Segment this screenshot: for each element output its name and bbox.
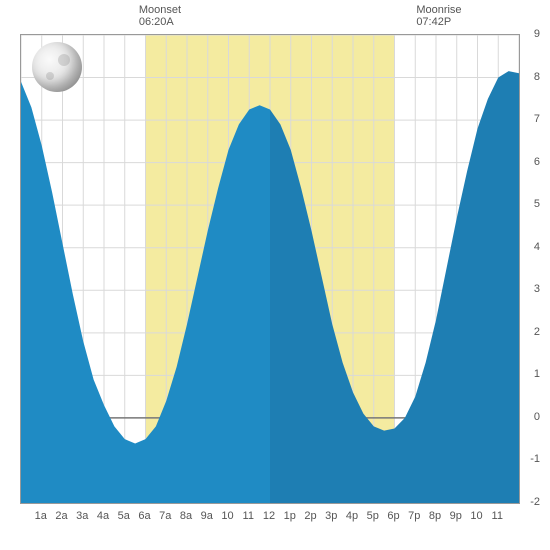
y-tick-label: -2 — [530, 496, 540, 508]
x-tick-label: 6p — [387, 510, 399, 522]
x-axis-labels: 1a 2a 3a 4a 5a 6a 7a 8a 9a 10 11 12 1p 2p 3p 4p 5p 6p 7p 8p… — [20, 510, 520, 530]
x-tick-label: 10 — [470, 510, 482, 522]
x-tick-label: 2a — [55, 510, 67, 522]
x-tick-label: 8a — [180, 510, 192, 522]
chart-svg — [21, 35, 519, 503]
y-tick-label: 3 — [534, 283, 540, 295]
moonset-title: Moonset — [139, 4, 181, 16]
x-tick-label: 11 — [243, 510, 254, 522]
moonrise-time: 07:42P — [416, 16, 461, 28]
y-axis-labels: -2-10123456789 — [522, 34, 546, 504]
x-tick-label: 9p — [450, 510, 462, 522]
x-tick-label: 7a — [159, 510, 171, 522]
y-tick-label: 4 — [534, 241, 540, 253]
x-tick-label: 3p — [325, 510, 337, 522]
x-tick-label: 8p — [429, 510, 441, 522]
x-tick-label: 3a — [76, 510, 88, 522]
y-tick-label: -1 — [530, 453, 540, 465]
x-tick-label: 11 — [492, 510, 503, 522]
y-tick-label: 7 — [534, 113, 540, 125]
plot-area — [20, 34, 520, 504]
x-tick-label: 2p — [304, 510, 316, 522]
x-tick-label: 10 — [221, 510, 233, 522]
moonrise-label: Moonrise 07:42P — [416, 4, 461, 28]
x-tick-label: 6a — [138, 510, 150, 522]
x-tick-label: 1p — [284, 510, 296, 522]
x-tick-label: 5p — [367, 510, 379, 522]
y-tick-label: 0 — [534, 411, 540, 423]
y-tick-label: 9 — [534, 28, 540, 40]
x-tick-label: 9a — [201, 510, 213, 522]
y-tick-label: 8 — [534, 71, 540, 83]
tide-chart: Moonset 06:20A Moonrise 07:42P 1a 2a 3a 4a 5… — [0, 0, 550, 550]
moonset-time: 06:20A — [139, 16, 181, 28]
x-tick-label: 7p — [408, 510, 420, 522]
moon-event-labels: Moonset 06:20A Moonrise 07:42P — [20, 4, 520, 34]
x-tick-label: 4p — [346, 510, 358, 522]
y-tick-label: 6 — [534, 156, 540, 168]
x-tick-label: 1a — [35, 510, 47, 522]
moonrise-title: Moonrise — [416, 4, 461, 16]
y-tick-label: 2 — [534, 326, 540, 338]
moonset-label: Moonset 06:20A — [139, 4, 181, 28]
x-tick-label: 12 — [263, 510, 275, 522]
x-tick-label: 4a — [97, 510, 109, 522]
y-tick-label: 5 — [534, 198, 540, 210]
y-tick-label: 1 — [534, 368, 540, 380]
x-tick-label: 5a — [118, 510, 130, 522]
moon-phase-icon — [32, 42, 82, 92]
